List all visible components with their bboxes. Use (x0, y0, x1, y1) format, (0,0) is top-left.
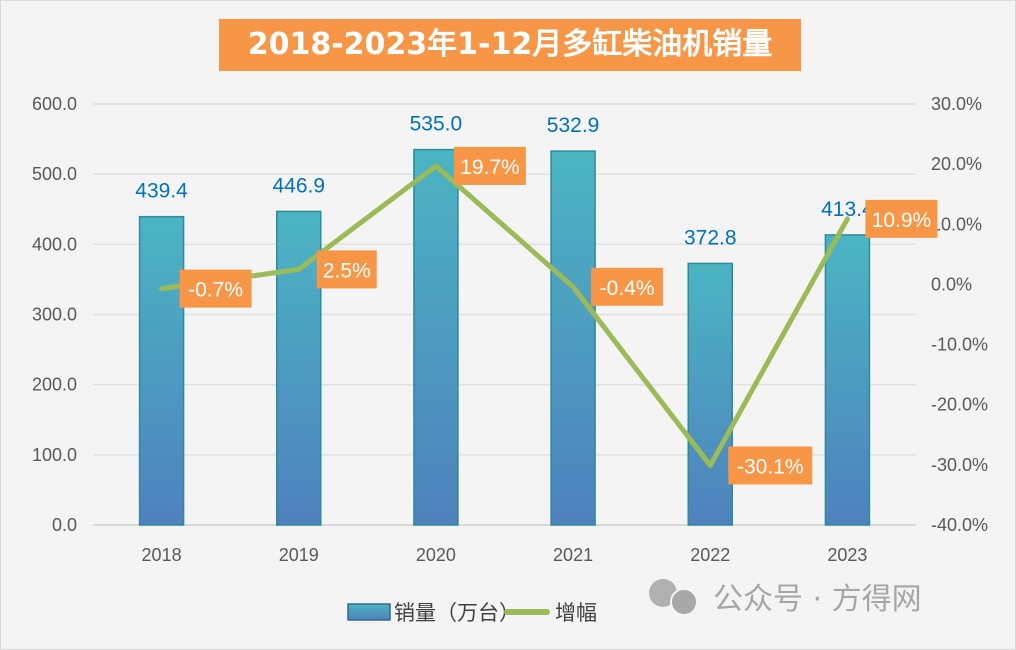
bar-value-label: 439.4 (135, 180, 188, 203)
growth-label: -0.4% (600, 277, 655, 300)
right-axis-tick: 30.0% (931, 94, 982, 114)
wechat-icon (670, 588, 698, 616)
x-axis-tick: 2021 (553, 545, 593, 565)
x-axis-tick: 2018 (142, 545, 182, 565)
legend-line-label: 增幅 (555, 601, 597, 625)
bar-value-label: 446.9 (272, 174, 325, 197)
bar-value-label: 372.8 (684, 226, 737, 249)
right-axis-tick: 0.0% (931, 274, 972, 294)
left-axis-tick: 300.0 (32, 305, 77, 325)
growth-label-box (179, 269, 252, 308)
right-axis-tick: -30.0% (931, 455, 988, 475)
right-axis-tick: -10.0% (931, 335, 988, 355)
legend-bar-swatch (347, 603, 391, 621)
bar-value-label: 535.0 (410, 113, 463, 136)
wechat-icon (649, 579, 677, 607)
growth-label: 19.7% (460, 156, 520, 179)
growth-label-box (453, 146, 526, 185)
x-axis-tick: 2020 (416, 545, 456, 565)
growth-label: 10.9% (872, 209, 932, 232)
right-axis-tick: 10.0% (931, 214, 982, 234)
left-axis-tick: 0.0 (52, 515, 77, 535)
growth-label-box (728, 446, 813, 485)
bar (413, 148, 459, 526)
left-axis-tick: 500.0 (32, 164, 77, 184)
watermark-text: 公众号 · 方得网 (713, 582, 922, 617)
right-axis-tick: 20.0% (931, 154, 982, 174)
bar-value-label: 413.4 (821, 198, 874, 221)
left-axis-tick: 100.0 (32, 445, 77, 465)
chart-title: 2018-2023年1-12月多缸柴油机销量 (219, 19, 801, 71)
growth-label-box (865, 199, 938, 238)
right-axis-tick: -40.0% (931, 515, 988, 535)
legend-bar-label: 销量（万台） (394, 601, 520, 625)
bar (276, 210, 322, 526)
left-axis-tick: 400.0 (32, 234, 77, 254)
x-axis-tick: 2022 (690, 545, 730, 565)
growth-label-box (591, 267, 664, 306)
bar (824, 234, 871, 526)
bar (138, 215, 185, 526)
growth-label-box (316, 250, 377, 289)
x-axis-tick: 2023 (827, 545, 867, 565)
left-axis-tick: 600.0 (32, 94, 77, 114)
growth-label: 2.5% (323, 259, 371, 282)
growth-label: -0.7% (188, 279, 243, 302)
growth-label: -30.1% (737, 455, 804, 478)
x-axis-tick: 2019 (279, 545, 319, 565)
bar (687, 262, 733, 526)
left-axis-tick: 200.0 (32, 375, 77, 395)
bar (550, 150, 596, 526)
growth-line (159, 163, 850, 468)
bar-value-label: 532.9 (547, 114, 600, 137)
right-axis-tick: -20.0% (931, 395, 988, 415)
